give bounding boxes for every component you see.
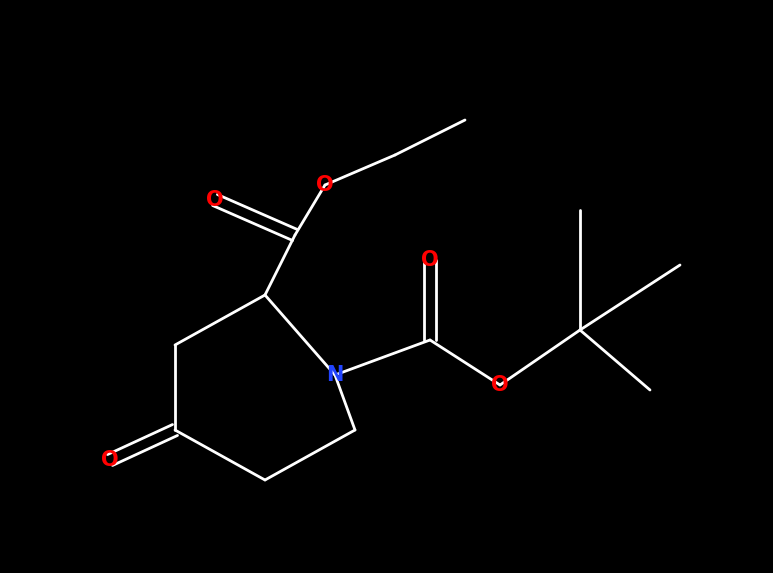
Text: O: O <box>101 450 119 470</box>
Text: O: O <box>206 190 224 210</box>
Text: O: O <box>491 375 509 395</box>
Text: O: O <box>316 175 334 195</box>
Text: N: N <box>326 365 344 385</box>
Text: O: O <box>421 250 439 270</box>
